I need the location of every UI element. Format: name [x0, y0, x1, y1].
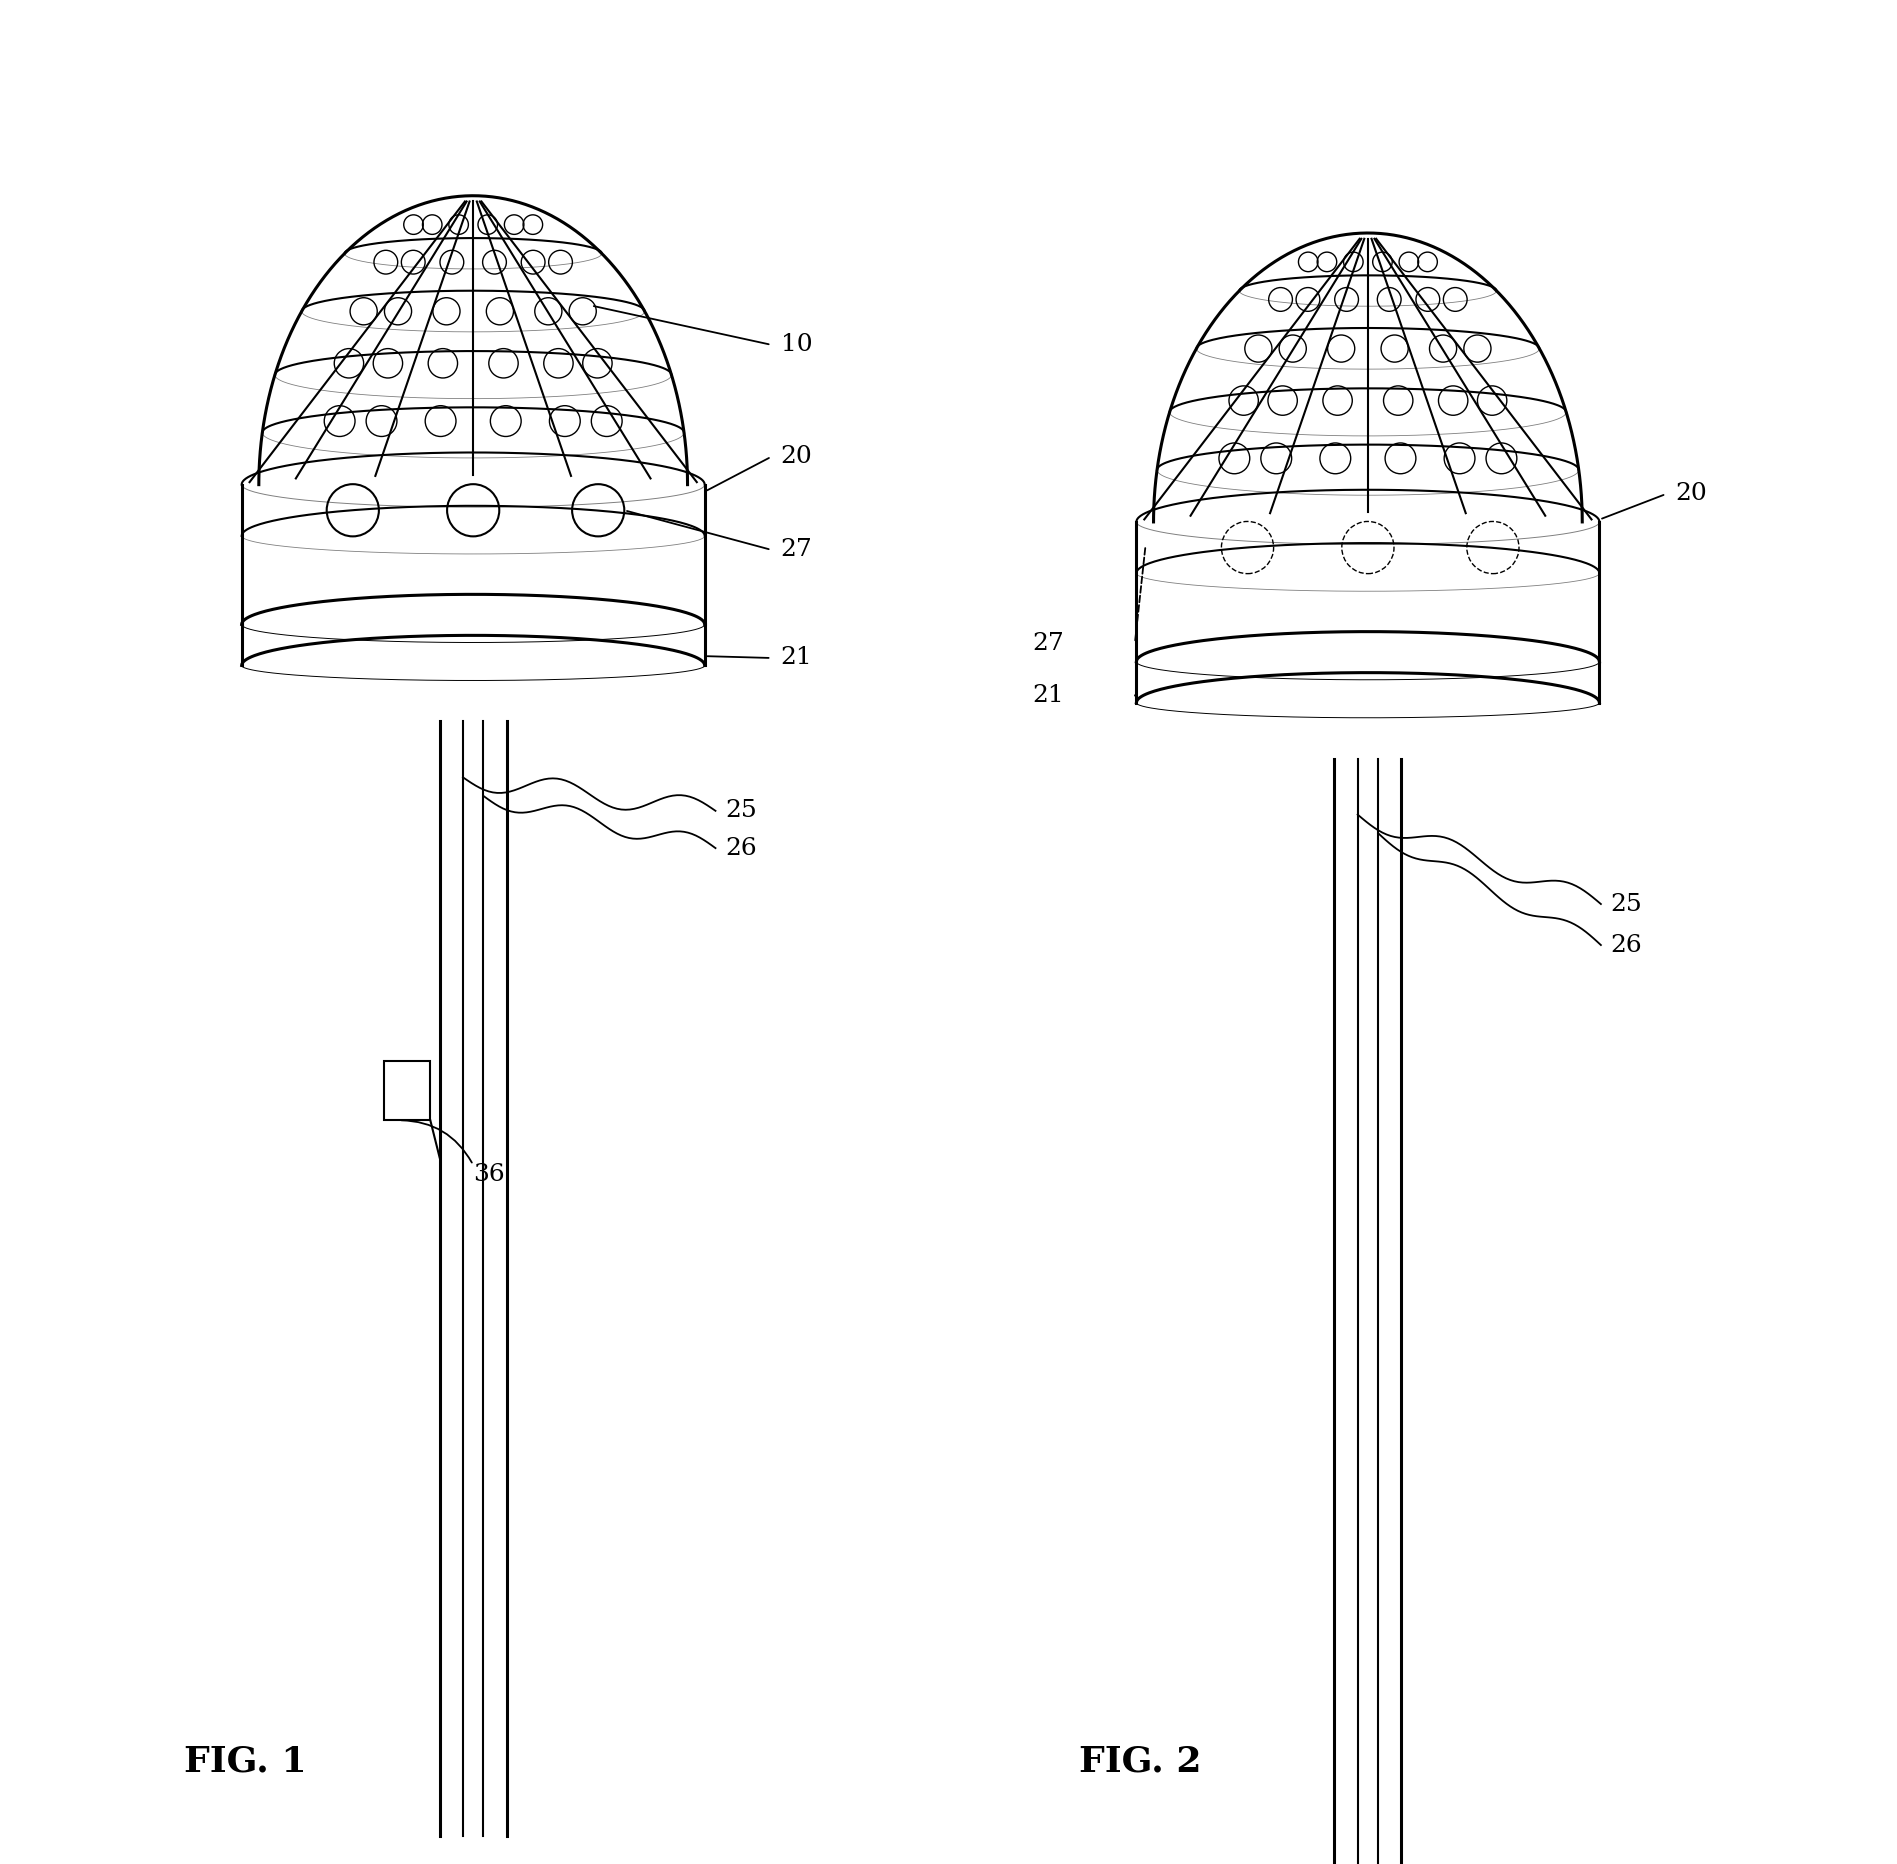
Text: 21: 21: [782, 647, 812, 669]
Text: 27: 27: [1032, 632, 1064, 654]
Text: 26: 26: [725, 837, 757, 859]
Text: 26: 26: [1611, 934, 1643, 956]
Text: 25: 25: [725, 800, 757, 822]
Text: FIG. 1: FIG. 1: [184, 1745, 307, 1778]
Text: 20: 20: [782, 445, 812, 468]
Text: 21: 21: [1032, 684, 1064, 706]
Text: 20: 20: [1675, 483, 1707, 505]
Text: FIG. 2: FIG. 2: [1079, 1745, 1201, 1778]
Text: 25: 25: [1611, 893, 1643, 915]
Bar: [383, 1061, 431, 1120]
Text: 10: 10: [782, 334, 812, 356]
Text: 27: 27: [782, 539, 812, 561]
Text: 36: 36: [472, 1163, 505, 1186]
